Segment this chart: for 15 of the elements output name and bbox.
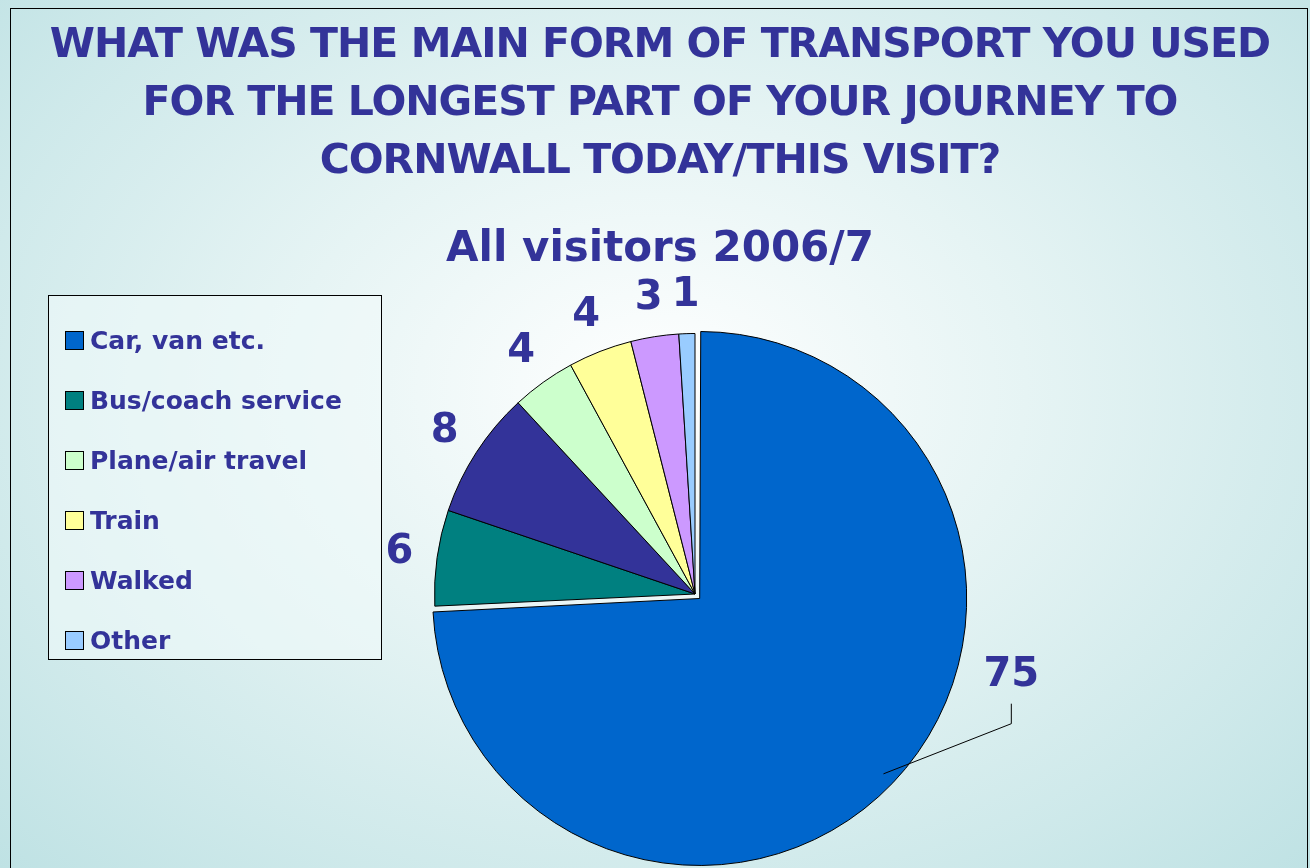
data-label: 8 xyxy=(430,404,459,451)
data-label: 4 xyxy=(572,289,601,336)
data-label: 75 xyxy=(983,649,1040,696)
legend-label: Walked xyxy=(90,565,193,595)
data-label: 6 xyxy=(385,525,414,572)
data-label: 4 xyxy=(507,324,535,371)
legend-label: Other xyxy=(90,625,171,655)
data-label: 3 xyxy=(634,272,663,319)
legend-label: Car, van etc. xyxy=(90,325,265,355)
chart-subtitle: All visitors 2006/7 xyxy=(446,222,874,271)
legend-label: Plane/air travel xyxy=(90,445,308,475)
chart-title: WHAT WAS THE MAIN FORM OF TRANSPORT YOU USED FOR THE LONGEST PART OF YOUR JOURNEY TO CORNWALL TODAY/THIS VISIT? xyxy=(48,18,1272,185)
legend-label: Bus/coach service xyxy=(90,385,342,415)
legend-label: Train xyxy=(90,505,160,535)
data-label: 1 xyxy=(671,269,700,316)
